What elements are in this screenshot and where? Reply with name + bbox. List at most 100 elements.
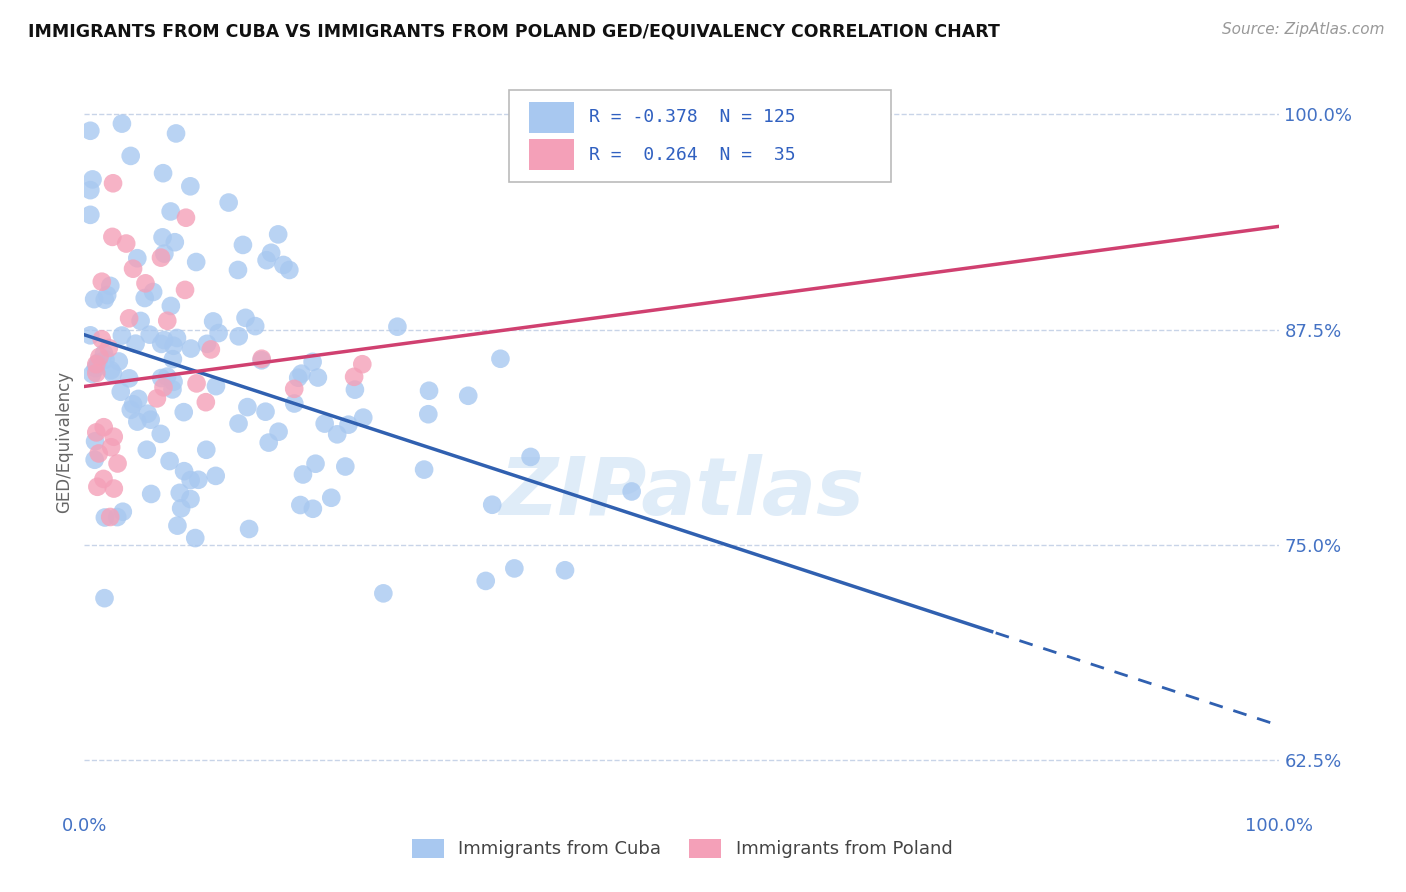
- Point: [166, 331, 188, 345]
- Point: [554, 563, 576, 577]
- Point: [250, 353, 273, 368]
- Point: [307, 370, 329, 384]
- Point: [141, 487, 163, 501]
- Point: [283, 382, 305, 396]
- Point: [166, 518, 188, 533]
- Point: [138, 327, 160, 342]
- Point: [97, 341, 120, 355]
- Point: [79, 183, 101, 197]
- Point: [314, 417, 336, 431]
- Point: [174, 283, 197, 297]
- Point: [79, 208, 101, 222]
- Point: [93, 293, 115, 307]
- Point: [100, 440, 122, 454]
- Text: Source: ZipAtlas.com: Source: ZipAtlas.com: [1222, 22, 1385, 37]
- Text: R = -0.378  N = 125: R = -0.378 N = 125: [589, 109, 796, 127]
- Bar: [529, 139, 575, 170]
- Point: [254, 405, 277, 419]
- Point: [84, 434, 107, 449]
- Point: [335, 459, 357, 474]
- Point: [101, 367, 124, 381]
- Point: [519, 450, 541, 464]
- Point: [136, 407, 159, 421]
- Point: [94, 510, 117, 524]
- Point: [352, 410, 374, 425]
- Point: [111, 117, 134, 131]
- Point: [200, 343, 222, 357]
- Point: [228, 417, 250, 431]
- Point: [160, 299, 183, 313]
- Point: [127, 392, 149, 406]
- Text: IMMIGRANTS FROM CUBA VS IMMIGRANTS FROM POLAND GED/EQUIVALENCY CORRELATION CHART: IMMIGRANTS FROM CUBA VS IMMIGRANTS FROM …: [28, 22, 1000, 40]
- Point: [174, 211, 197, 225]
- Point: [187, 473, 209, 487]
- Point: [100, 363, 122, 377]
- Point: [83, 292, 105, 306]
- Point: [135, 442, 157, 457]
- Point: [82, 367, 104, 381]
- Point: [373, 586, 395, 600]
- Point: [87, 446, 110, 460]
- Point: [86, 480, 108, 494]
- Point: [474, 574, 496, 588]
- Point: [184, 531, 207, 545]
- Point: [107, 457, 129, 471]
- Point: [103, 430, 125, 444]
- Point: [110, 384, 132, 399]
- Point: [321, 491, 343, 505]
- Point: [250, 351, 273, 366]
- Point: [278, 263, 301, 277]
- Point: [127, 251, 149, 265]
- Point: [218, 195, 240, 210]
- Point: [418, 384, 440, 398]
- Point: [260, 245, 283, 260]
- Point: [93, 346, 115, 360]
- Point: [226, 263, 249, 277]
- Point: [343, 369, 366, 384]
- Point: [173, 405, 195, 419]
- Point: [93, 472, 115, 486]
- Point: [170, 501, 193, 516]
- Point: [93, 591, 115, 606]
- Point: [186, 255, 208, 269]
- Point: [118, 371, 141, 385]
- Point: [159, 454, 181, 468]
- Point: [352, 357, 374, 371]
- Point: [418, 407, 440, 421]
- Point: [134, 291, 156, 305]
- Point: [153, 246, 176, 260]
- Point: [165, 127, 187, 141]
- Point: [90, 332, 112, 346]
- Point: [153, 333, 176, 347]
- Point: [105, 510, 128, 524]
- Point: [179, 491, 201, 506]
- Point: [235, 310, 257, 325]
- Point: [413, 462, 436, 476]
- Point: [257, 435, 280, 450]
- Y-axis label: GED/Equivalency: GED/Equivalency: [55, 370, 73, 513]
- Point: [101, 176, 124, 190]
- Point: [87, 356, 110, 370]
- Point: [103, 482, 125, 496]
- Point: [129, 314, 152, 328]
- Point: [107, 354, 129, 368]
- Point: [207, 326, 229, 340]
- Point: [489, 351, 512, 366]
- Point: [273, 258, 295, 272]
- Point: [290, 367, 312, 381]
- Point: [302, 501, 325, 516]
- Point: [122, 261, 145, 276]
- Point: [162, 352, 184, 367]
- Point: [387, 319, 409, 334]
- Point: [457, 389, 479, 403]
- Point: [228, 329, 250, 343]
- Point: [94, 352, 117, 367]
- Point: [232, 238, 254, 252]
- Point: [287, 370, 309, 384]
- Point: [195, 442, 218, 457]
- Point: [83, 452, 105, 467]
- FancyBboxPatch shape: [509, 90, 891, 183]
- Point: [180, 342, 202, 356]
- Point: [152, 166, 174, 180]
- Point: [96, 288, 118, 302]
